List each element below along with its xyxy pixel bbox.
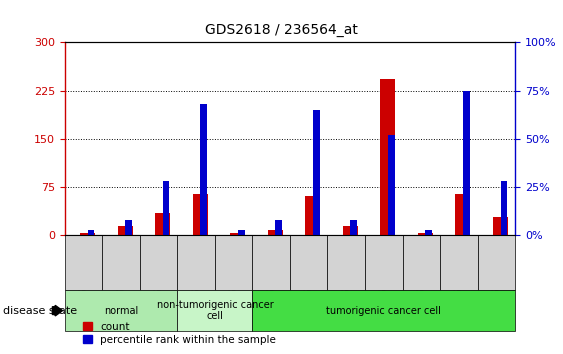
Bar	[350, 220, 357, 235]
Bar	[440, 235, 477, 290]
Legend: count, percentile rank within the sample: count, percentile rank within the sample	[78, 317, 280, 349]
Bar	[238, 230, 244, 235]
Bar	[501, 181, 507, 235]
Bar	[230, 234, 245, 235]
Bar	[418, 234, 433, 235]
Bar	[463, 91, 470, 235]
Bar	[388, 135, 395, 235]
Text: normal: normal	[104, 306, 138, 316]
Bar	[155, 213, 170, 235]
Bar	[65, 235, 102, 290]
Text: GDS2618 / 236564_at: GDS2618 / 236564_at	[205, 23, 358, 37]
Bar	[268, 230, 283, 235]
Bar	[426, 230, 432, 235]
Bar	[403, 235, 440, 290]
Bar	[252, 290, 515, 331]
Bar	[177, 235, 215, 290]
Text: non-tumorigenic cancer
cell: non-tumorigenic cancer cell	[157, 300, 273, 321]
Bar	[80, 234, 95, 235]
Bar	[177, 290, 252, 331]
Bar	[252, 235, 290, 290]
Bar	[65, 290, 177, 331]
Bar	[290, 235, 328, 290]
Bar	[140, 235, 177, 290]
Bar	[102, 235, 140, 290]
Bar	[118, 226, 133, 235]
Bar	[381, 79, 395, 235]
Bar	[125, 220, 132, 235]
Bar	[455, 194, 471, 235]
Bar	[200, 104, 207, 235]
Bar	[88, 230, 95, 235]
Bar	[305, 195, 320, 235]
Bar	[193, 194, 208, 235]
Bar	[313, 110, 320, 235]
Text: disease state: disease state	[3, 306, 77, 316]
Bar	[343, 226, 358, 235]
Bar	[275, 220, 282, 235]
Text: tumorigenic cancer cell: tumorigenic cancer cell	[327, 306, 441, 316]
Bar	[477, 235, 515, 290]
Bar	[365, 235, 403, 290]
Bar	[163, 181, 169, 235]
Bar	[493, 217, 508, 235]
Bar	[328, 235, 365, 290]
Bar	[215, 235, 252, 290]
